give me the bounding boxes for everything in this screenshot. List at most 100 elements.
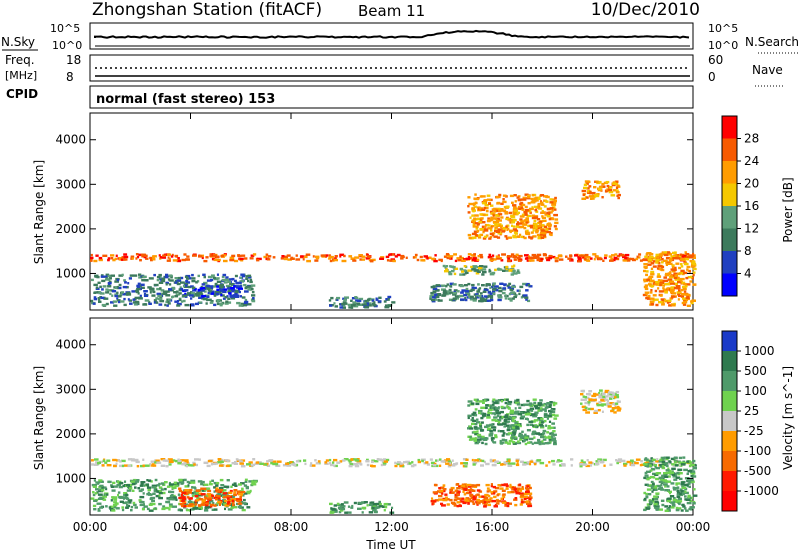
velocity-cell — [353, 463, 358, 466]
velocity-cell — [114, 496, 118, 499]
velocity-cell — [442, 484, 446, 487]
velocity-cell — [194, 458, 199, 461]
power-cell — [474, 222, 479, 225]
velocity-cell — [346, 511, 352, 514]
power-cell — [479, 195, 483, 198]
velocity-cell — [111, 509, 116, 512]
nsearch-label: N.Search — [745, 35, 799, 49]
power-cell — [501, 209, 507, 212]
power-cell — [536, 258, 542, 262]
power-cell — [160, 289, 165, 292]
power-cell — [492, 284, 495, 287]
velocity-cell — [504, 462, 509, 465]
velocity-cell — [477, 427, 483, 430]
velocity-cell — [667, 471, 672, 475]
velocity-cell — [673, 472, 677, 475]
power-cell — [688, 270, 691, 273]
power-cell — [437, 293, 442, 296]
power-cell — [137, 292, 140, 295]
velocity-cell — [113, 464, 117, 468]
power-cell — [141, 255, 145, 258]
power-cell — [661, 303, 665, 306]
velocity-cell — [138, 489, 143, 493]
power-cell — [533, 205, 538, 209]
power-cell — [538, 196, 541, 200]
velocity-cell — [646, 484, 650, 487]
power-cell — [495, 219, 499, 222]
power-cell — [671, 304, 676, 307]
power-cell — [353, 305, 359, 308]
power-cell — [176, 279, 182, 282]
velocity-cell — [551, 431, 554, 435]
velocity-cell — [553, 442, 557, 446]
power-cell — [117, 295, 122, 298]
power-cell — [474, 205, 477, 208]
velocity-cell — [534, 462, 537, 466]
velocity-cell — [290, 461, 293, 464]
velocity-cell — [106, 464, 112, 467]
power-cell — [483, 206, 487, 210]
power-cell — [574, 254, 579, 257]
power-cell — [533, 223, 538, 226]
velocity-cell — [151, 484, 155, 487]
velocity-cell — [259, 462, 264, 465]
power-cell — [453, 253, 457, 256]
power-cell — [471, 232, 477, 236]
power-cell — [472, 225, 477, 228]
power-cell — [612, 182, 617, 185]
power-cell — [489, 235, 493, 239]
velocity-cell — [217, 499, 222, 502]
velocity-cell — [161, 507, 166, 511]
power-cell — [605, 180, 610, 184]
power-cell — [604, 254, 608, 257]
velocity-cell — [465, 458, 469, 461]
power-cell — [116, 297, 119, 300]
power-cell — [148, 302, 152, 305]
power-cell — [489, 292, 493, 295]
velocity-cell — [590, 407, 594, 411]
power-cell — [549, 207, 554, 210]
velocity-cell — [193, 491, 197, 494]
velocity-cell — [674, 461, 677, 464]
power-feature — [581, 180, 621, 200]
power-cell — [487, 224, 491, 227]
power-cell — [652, 265, 657, 268]
velocity-cell — [180, 481, 185, 484]
velocity-cell — [614, 396, 617, 399]
velocity-cell — [164, 459, 169, 462]
power-cell — [548, 227, 552, 230]
power-cell — [341, 302, 346, 306]
velocity-cell — [545, 436, 548, 439]
power-cell — [657, 279, 660, 282]
velocity-cell — [652, 472, 656, 476]
velocity-cell — [139, 484, 143, 487]
colorbar-swatch — [722, 206, 737, 229]
freq-panel: Freq. [MHz] 18 8 60 0 Nave CPID normal (… — [5, 53, 785, 109]
nave-tick-bottom: 0 — [708, 70, 716, 84]
power-cell — [673, 302, 676, 306]
power-cell — [512, 212, 516, 216]
velocity-cell — [655, 492, 660, 495]
velocity-cell — [396, 462, 400, 466]
velocity-ylabel: Slant Range [km] — [32, 366, 46, 470]
power-cell — [339, 255, 342, 258]
velocity-cell — [680, 481, 685, 484]
velocity-cell — [185, 462, 190, 465]
power-cell — [659, 294, 663, 297]
power-cell — [121, 291, 124, 294]
x-tick-label: 00:00 — [676, 520, 711, 534]
power-cell — [222, 290, 227, 294]
power-cell — [689, 259, 694, 263]
power-cell — [185, 258, 190, 261]
power-cell — [451, 269, 455, 273]
power-cell — [361, 258, 365, 261]
power-cell — [589, 257, 593, 260]
velocity-cell — [158, 502, 162, 506]
velocity-cell — [411, 461, 414, 464]
power-cell — [236, 281, 242, 285]
velocity-cell — [489, 497, 493, 500]
velocity-cell — [597, 458, 602, 461]
power-cell — [484, 224, 487, 227]
velocity-cell — [382, 463, 386, 466]
power-cell — [189, 304, 195, 307]
